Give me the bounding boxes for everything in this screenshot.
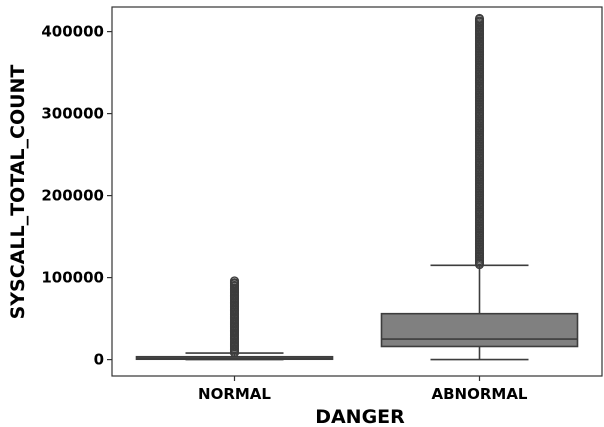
x-axis: NORMAL ABNORMAL — [198, 376, 528, 403]
outlier-point — [229, 278, 240, 288]
x-axis-title: DANGER — [315, 406, 405, 427]
y-axis: 0 100000 200000 300000 400000 — [41, 23, 112, 369]
outlier-point — [474, 43, 485, 53]
outlier-point — [474, 125, 485, 135]
outlier-point — [229, 341, 240, 352]
outlier-point — [474, 191, 485, 201]
y-axis-title: SYSCALL_TOTAL_COUNT — [7, 65, 29, 320]
outlier-point — [474, 13, 485, 24]
box-normal — [135, 276, 334, 361]
y-tick-label: 400000 — [41, 23, 104, 41]
outlier-point — [229, 345, 240, 355]
outlier-point — [474, 109, 485, 119]
outlier-point — [229, 276, 240, 286]
outlier-point — [229, 301, 240, 311]
y-tick-label: 100000 — [41, 269, 104, 287]
outlier-point — [474, 92, 485, 102]
outlier-point — [474, 55, 485, 65]
outliers — [474, 13, 485, 270]
y-tick-label: 200000 — [41, 187, 104, 205]
outlier-point — [229, 291, 240, 301]
outlier-point — [229, 348, 240, 358]
iqr-box — [380, 312, 579, 348]
outlier-point — [474, 50, 485, 60]
outlier-point — [229, 287, 240, 297]
outlier-point — [474, 141, 485, 151]
outlier-point — [229, 294, 240, 304]
x-tick-label: NORMAL — [198, 385, 271, 403]
outlier-point — [474, 76, 485, 86]
outlier-point — [474, 33, 485, 43]
outlier-point — [474, 158, 485, 168]
outlier-point — [474, 259, 485, 270]
outlier-point — [474, 223, 485, 233]
outlier-point — [474, 252, 485, 262]
outlier-point — [474, 17, 485, 27]
box-abnormal — [380, 13, 579, 361]
outliers — [229, 276, 240, 358]
outlier-point — [229, 281, 240, 291]
plot-area — [135, 13, 579, 361]
outlier-point — [474, 174, 485, 184]
outlier-point — [474, 29, 485, 39]
plot-frame — [111, 6, 603, 377]
outlier-point — [229, 297, 240, 307]
y-tick-label: 300000 — [41, 105, 104, 123]
y-tick-label: 0 — [94, 351, 104, 369]
outlier-point — [474, 39, 485, 49]
outlier-point — [474, 207, 485, 217]
x-tick-label: ABNORMAL — [432, 385, 528, 403]
outlier-point — [474, 240, 485, 250]
